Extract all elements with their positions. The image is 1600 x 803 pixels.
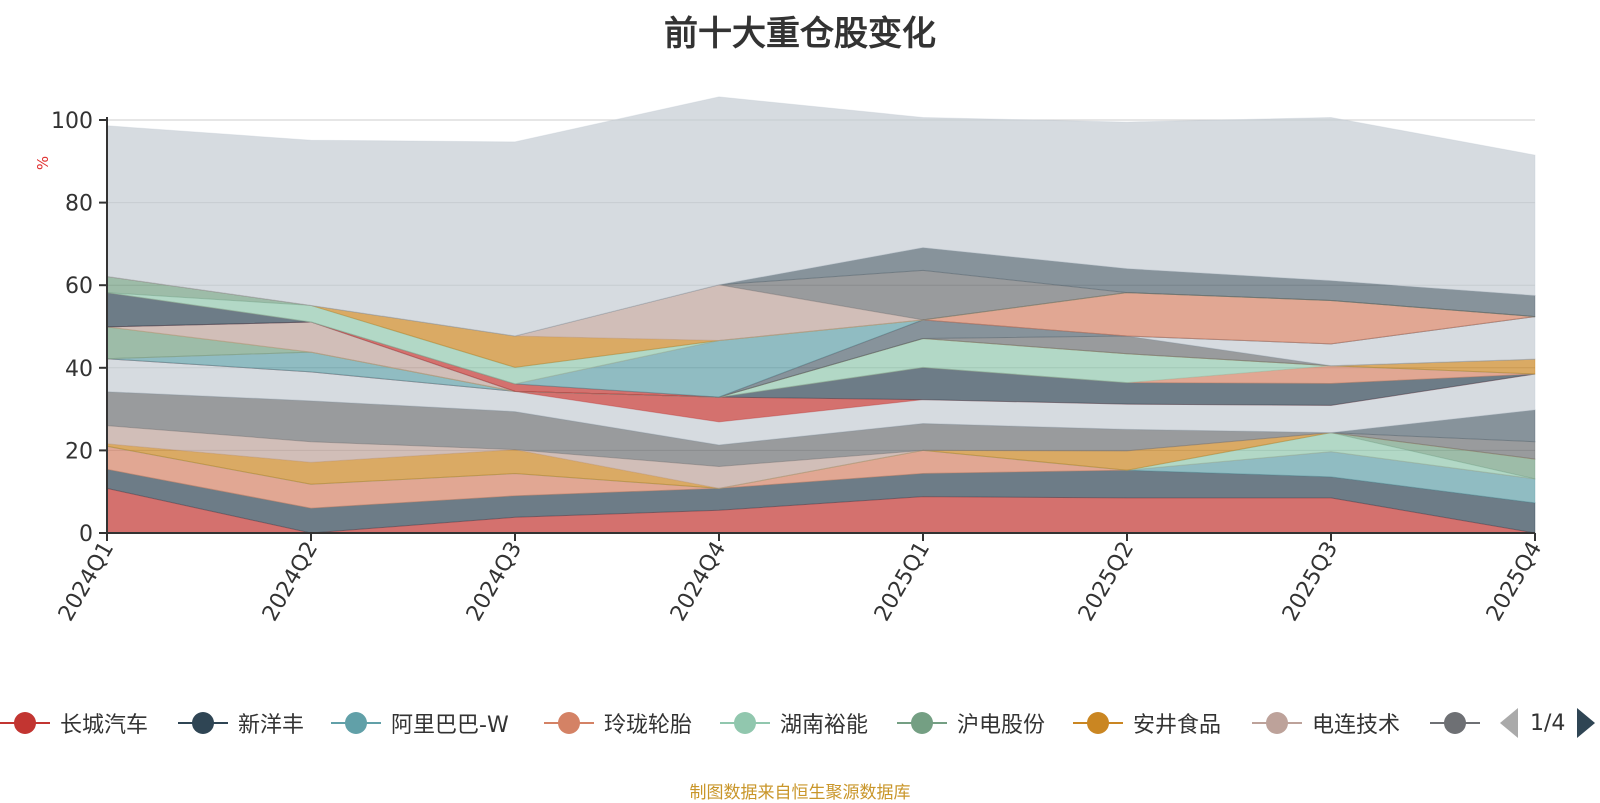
- legend-item[interactable]: 电连技术: [1252, 706, 1400, 740]
- legend-item[interactable]: [1430, 706, 1480, 740]
- legend-marker-icon: [1252, 706, 1302, 740]
- legend-marker-icon: [544, 706, 594, 740]
- legend-marker-icon: [331, 706, 381, 740]
- legend-pager: 1/4: [1500, 706, 1596, 740]
- x-tick-label: 2024Q1: [54, 538, 119, 626]
- y-tick-label: 100: [51, 109, 93, 134]
- triangle-right-icon[interactable]: [1577, 708, 1596, 738]
- area-series-3[interactable]: [106, 451, 1536, 509]
- x-tick-label: 2024Q4: [666, 538, 731, 626]
- legend-item[interactable]: 湖南裕能: [720, 706, 868, 740]
- legend-marker-icon: [0, 706, 50, 740]
- legend-marker-icon: [1073, 706, 1123, 740]
- chart-title: 前十大重仓股变化: [664, 14, 936, 54]
- x-tick-label: 2025Q3: [1278, 538, 1343, 626]
- pager-text: 1/4: [1530, 710, 1566, 736]
- area-series-32[interactable]: [106, 247, 1536, 337]
- legend-label: 阿里巴巴-W: [391, 713, 509, 738]
- legend-item[interactable]: 新洋丰: [178, 706, 304, 740]
- y-tick-label: 0: [79, 522, 93, 547]
- legend-marker-icon: [897, 706, 947, 740]
- legend-marker-icon: [1430, 706, 1480, 740]
- legend-label: 玲珑轮胎: [604, 713, 693, 738]
- x-tick-label: 2025Q1: [870, 538, 935, 626]
- x-tick-label: 2024Q3: [462, 538, 527, 626]
- legend-marker-icon: [178, 706, 228, 740]
- legend-label: 长城汽车: [60, 713, 149, 738]
- legend-label: 沪电股份: [957, 713, 1046, 738]
- y-tick-label: 80: [65, 192, 93, 217]
- triangle-left-icon[interactable]: [1500, 708, 1518, 738]
- legend: 长城汽车 新洋丰 阿里巴巴-W 玲珑轮胎 湖南裕能 沪电股份 安井食品 电连技术: [0, 706, 1600, 740]
- legend-label: 湖南裕能: [780, 713, 869, 738]
- source-note: 制图数据来自恒生聚源数据库: [689, 783, 911, 803]
- legend-item[interactable]: 沪电股份: [897, 706, 1045, 740]
- legend-label: 新洋丰: [238, 713, 305, 738]
- legend-item[interactable]: 阿里巴巴-W: [331, 706, 509, 740]
- y-tick-label: 20: [65, 439, 93, 464]
- x-tick-label: 2025Q2: [1074, 538, 1139, 626]
- x-tick-label: 2025Q4: [1482, 538, 1547, 626]
- series-areas: [106, 96, 1536, 534]
- area-series-33[interactable]: [106, 96, 1536, 337]
- y-tick-label: 40: [65, 357, 93, 382]
- legend-item[interactable]: 安井食品: [1073, 706, 1221, 740]
- x-tick-label: 2024Q2: [258, 538, 323, 626]
- legend-marker-icon: [720, 706, 770, 740]
- y-axis-unit: %: [34, 156, 52, 170]
- legend-item[interactable]: 玲珑轮胎: [544, 706, 692, 740]
- legend-item[interactable]: 长城汽车: [0, 706, 148, 740]
- legend-label: 安井食品: [1133, 713, 1222, 738]
- legend-label: 电连技术: [1312, 713, 1401, 738]
- y-tick-label: 60: [65, 274, 93, 299]
